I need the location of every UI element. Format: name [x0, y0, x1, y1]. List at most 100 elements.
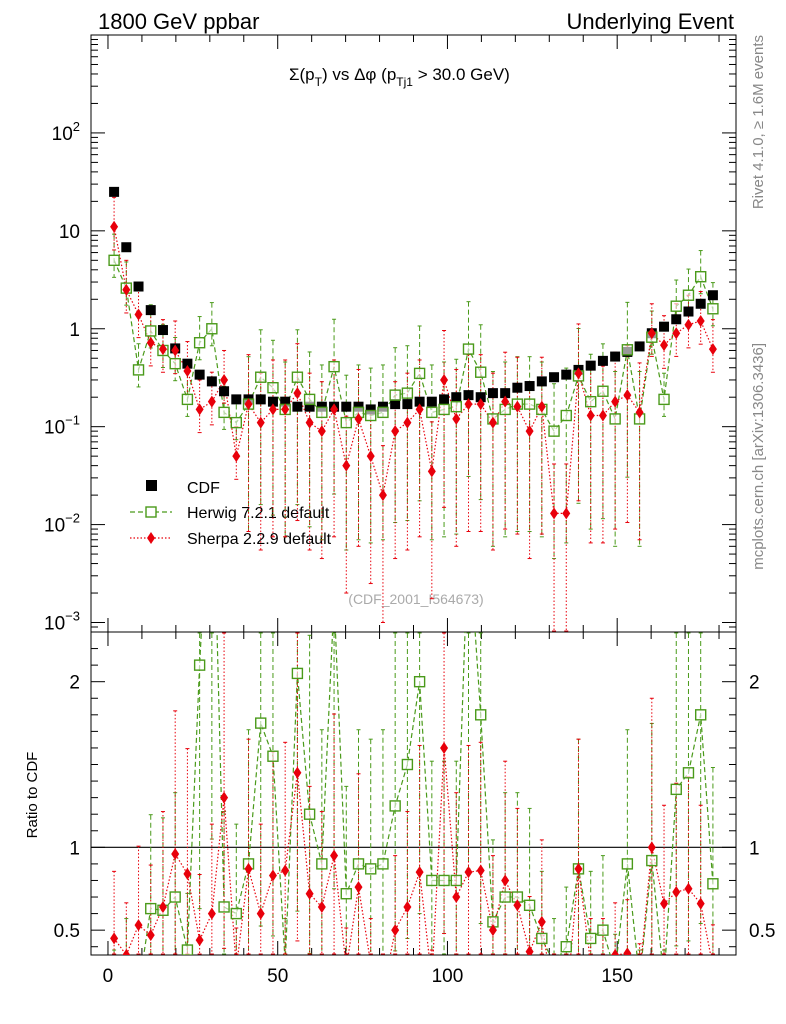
- y-tick-label-exp: −1: [65, 413, 80, 428]
- sherpa-ratio-point: [672, 886, 681, 899]
- x-tick-label: 100: [432, 966, 464, 987]
- sherpa-point: [586, 409, 595, 422]
- herwig-ratio-point: [621, 858, 634, 870]
- sherpa-ratio-point: [403, 900, 412, 913]
- title-part-4: Tj1: [396, 75, 413, 89]
- rivet-label: Rivet 4.1.0, ≥ 1.6M events: [750, 35, 767, 209]
- sherpa-ratio-point: [550, 999, 558, 1011]
- header-right: Underlying Event: [566, 9, 734, 34]
- sherpa-point: [623, 389, 632, 402]
- cdf-point: [463, 390, 474, 401]
- sherpa-point: [525, 425, 534, 438]
- sherpa-point: [635, 406, 644, 419]
- cdf-point: [659, 321, 670, 332]
- sherpa-point: [232, 450, 241, 463]
- sherpa-point: [488, 416, 497, 429]
- cdf-point: [390, 399, 401, 410]
- herwig-point: [377, 406, 389, 419]
- sherpa-point: [708, 343, 717, 356]
- herwig-ratio-point: [193, 659, 206, 671]
- herwig-point: [181, 393, 194, 406]
- herwig-ratio-point: [134, 985, 144, 995]
- herwig-point: [462, 343, 475, 355]
- mcplots-label: mcplots.cern.ch [arXiv:1306.3436]: [750, 343, 767, 570]
- herwig-point: [340, 416, 352, 429]
- cdf-point: [402, 399, 413, 410]
- sherpa-ratio-point: [525, 945, 534, 955]
- herwig-point: [450, 400, 462, 413]
- cdf-point: [597, 355, 608, 366]
- herwig-ratio-point: [340, 888, 352, 900]
- herwig-point: [609, 413, 621, 425]
- herwig-ratio-point: [401, 758, 414, 771]
- herwig-point: [206, 323, 218, 335]
- cdf-point: [610, 351, 621, 362]
- sherpa-ratio-point: [440, 741, 449, 754]
- herwig-ratio-point: [218, 901, 230, 913]
- cdf-point: [549, 372, 560, 383]
- herwig-point: [108, 254, 120, 267]
- sherpa-point: [550, 507, 559, 520]
- sherpa-point: [378, 489, 387, 502]
- sherpa-point: [122, 283, 131, 296]
- sherpa-point: [305, 416, 314, 429]
- sherpa-ratio-point: [220, 791, 229, 804]
- ratio-y-tick-label-right: 2: [749, 673, 760, 694]
- sherpa-point: [366, 450, 375, 463]
- herwig-point: [169, 357, 181, 370]
- ratio-y-tick-label: 1: [69, 838, 80, 859]
- ratio-y-tick-label: 0.5: [54, 921, 80, 942]
- cdf-point: [707, 290, 718, 301]
- sherpa-point: [696, 315, 705, 328]
- herwig-point: [218, 406, 230, 419]
- sherpa-ratio-point: [660, 897, 669, 910]
- cdf-point: [267, 396, 278, 407]
- herwig-ratio-point: [413, 675, 426, 688]
- main-data-layer: [108, 186, 719, 632]
- herwig-point: [291, 371, 304, 383]
- cdf-point: [475, 392, 486, 403]
- sherpa-point: [574, 367, 583, 380]
- sherpa-point: [220, 373, 229, 386]
- sherpa-ratio-point: [537, 915, 546, 928]
- title-part-3: ) vs Δφ (p: [322, 65, 396, 84]
- sherpa-ratio-point: [562, 999, 570, 1011]
- cdf-point: [194, 369, 205, 380]
- cdf-point: [109, 186, 120, 197]
- herwig-point: [316, 406, 328, 419]
- herwig-point: [597, 385, 609, 397]
- y-tick-label-base: 10: [59, 222, 80, 243]
- sherpa-ratio-point: [244, 862, 253, 875]
- cdf-point: [121, 242, 132, 253]
- herwig-point: [145, 325, 157, 337]
- sherpa-ratio-point: [696, 897, 705, 910]
- herwig-ratio-point: [585, 932, 597, 945]
- herwig-ratio-point: [536, 932, 548, 945]
- herwig-point: [193, 337, 206, 349]
- herwig-ratio-point: [635, 975, 645, 985]
- sherpa-ratio-point: [146, 929, 155, 942]
- sherpa-ratio-point: [293, 766, 302, 779]
- header-left: 1800 GeV ppbar: [98, 9, 259, 34]
- sherpa-point: [537, 400, 546, 413]
- herwig-point: [523, 398, 536, 410]
- y-tick-label-base: 1: [69, 320, 80, 341]
- herwig-point: [585, 395, 597, 408]
- sherpa-ratio-point: [636, 971, 644, 983]
- legend: CDF Herwig 7.2.1 default Sherpa 2.2.9 de…: [130, 480, 332, 548]
- herwig-point: [438, 403, 450, 416]
- cdf-point: [524, 381, 535, 392]
- ratio-y-tick-label-right: 1: [749, 838, 760, 859]
- cdf-point: [145, 305, 156, 316]
- analysis-watermark: (CDF_2001_I564673): [348, 591, 483, 607]
- sherpa-ratio-point: [183, 867, 192, 880]
- sherpa-point: [415, 403, 424, 416]
- ratio-y-tick-label-right: 0.5: [749, 921, 775, 942]
- sherpa-ratio-point: [367, 957, 375, 969]
- sherpa-point: [452, 412, 461, 425]
- sherpa-ratio-point: [464, 866, 473, 879]
- herwig-ratio-point: [670, 783, 682, 796]
- herwig-point: [389, 389, 401, 401]
- herwig-ratio-point: [255, 717, 267, 729]
- y-tick-label: 10−2: [44, 511, 80, 537]
